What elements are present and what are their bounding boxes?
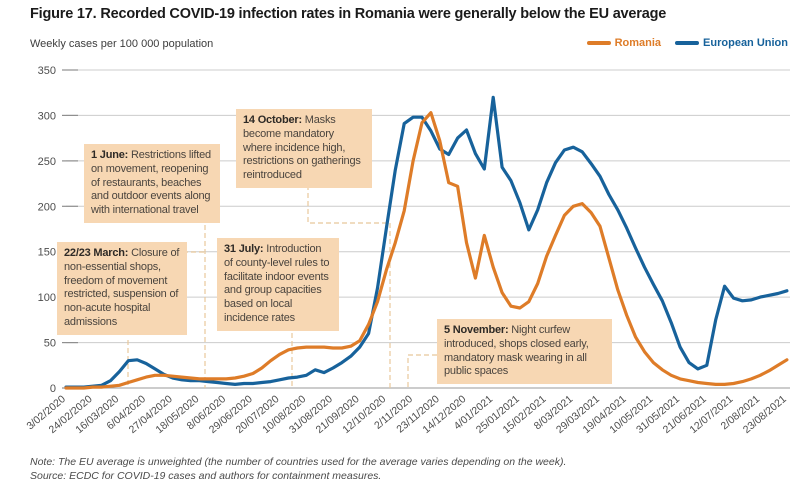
annotation-connector [307, 185, 391, 388]
annotation-5-november: 5 November: Night curfew introduced, sho… [437, 319, 612, 384]
y-tick-label: 300 [38, 110, 56, 122]
annotation-body: Masks become mandatory where incidence h… [243, 114, 361, 181]
eu-legend-label: European Union [703, 37, 788, 49]
romania-legend-label: Romania [614, 37, 662, 49]
eu-line [64, 95, 789, 389]
annotation-14-october: 14 October: Masks become mandatory where… [236, 109, 372, 188]
annotation-22-23-march: 22/23 March: Closure of non-essential sh… [57, 242, 187, 335]
legend-item-eu: European Union [675, 37, 788, 49]
note-text: Note: The EU average is unweighted (the … [30, 456, 567, 468]
annotation-date: 31 July: [224, 243, 264, 255]
y-tick-label: 350 [38, 65, 56, 77]
y-tick-label: 0 [50, 383, 56, 395]
y-tick-label: 50 [44, 338, 56, 350]
eu-line-swatch [675, 41, 700, 45]
annotation-body: Night curfew introduced, shops closed ea… [444, 324, 589, 378]
romania-line-swatch [586, 41, 611, 45]
source-text: Source: ECDC for COVID-19 cases and auth… [30, 469, 382, 482]
y-axis-title: Weekly cases per 100 000 population [30, 38, 214, 50]
annotation-date: 1 June: [91, 149, 129, 161]
y-tick-label: 100 [38, 292, 56, 304]
annotation-1-june: 1 June: Restrictions lifted on movement,… [84, 144, 220, 223]
annotation-body: Closure of non-essential shops, freedom … [64, 247, 180, 328]
note-block: Note: The EU average is unweighted (the … [30, 456, 770, 483]
annotation-31-july: 31 July: Introduction of county-level ru… [217, 238, 339, 331]
y-tick-label: 200 [38, 201, 56, 213]
annotation-date: 14 October: [243, 114, 302, 126]
y-tick-label: 250 [38, 156, 56, 168]
annotation-body: Restrictions lifted on movement, reopeni… [91, 149, 211, 216]
romania-line [64, 111, 789, 390]
annotation-connector [407, 354, 437, 388]
annotation-body: Introduction of county-level rules to fa… [224, 243, 330, 324]
annotation-date: 5 November: [444, 324, 509, 336]
y-tick-label: 150 [38, 247, 56, 259]
legend-item-romania: Romania [586, 37, 662, 49]
annotation-date: 22/23 March: [64, 247, 129, 259]
figure-title: Figure 17. Recorded COVID-19 infection r… [30, 6, 667, 22]
legend: Romania European Union [586, 37, 788, 49]
